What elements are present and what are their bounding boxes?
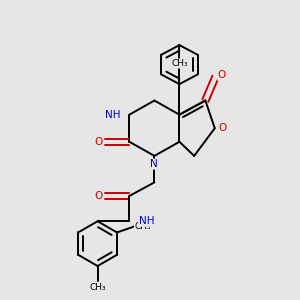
Text: NH: NH <box>105 110 121 120</box>
Text: CH₃: CH₃ <box>89 283 106 292</box>
Text: CH₃: CH₃ <box>135 222 151 231</box>
Text: O: O <box>94 137 103 147</box>
Text: O: O <box>218 123 226 133</box>
Text: NH: NH <box>139 216 154 226</box>
Text: O: O <box>218 70 226 80</box>
Text: O: O <box>94 191 103 201</box>
Text: CH₃: CH₃ <box>171 59 188 68</box>
Text: N: N <box>150 159 158 169</box>
